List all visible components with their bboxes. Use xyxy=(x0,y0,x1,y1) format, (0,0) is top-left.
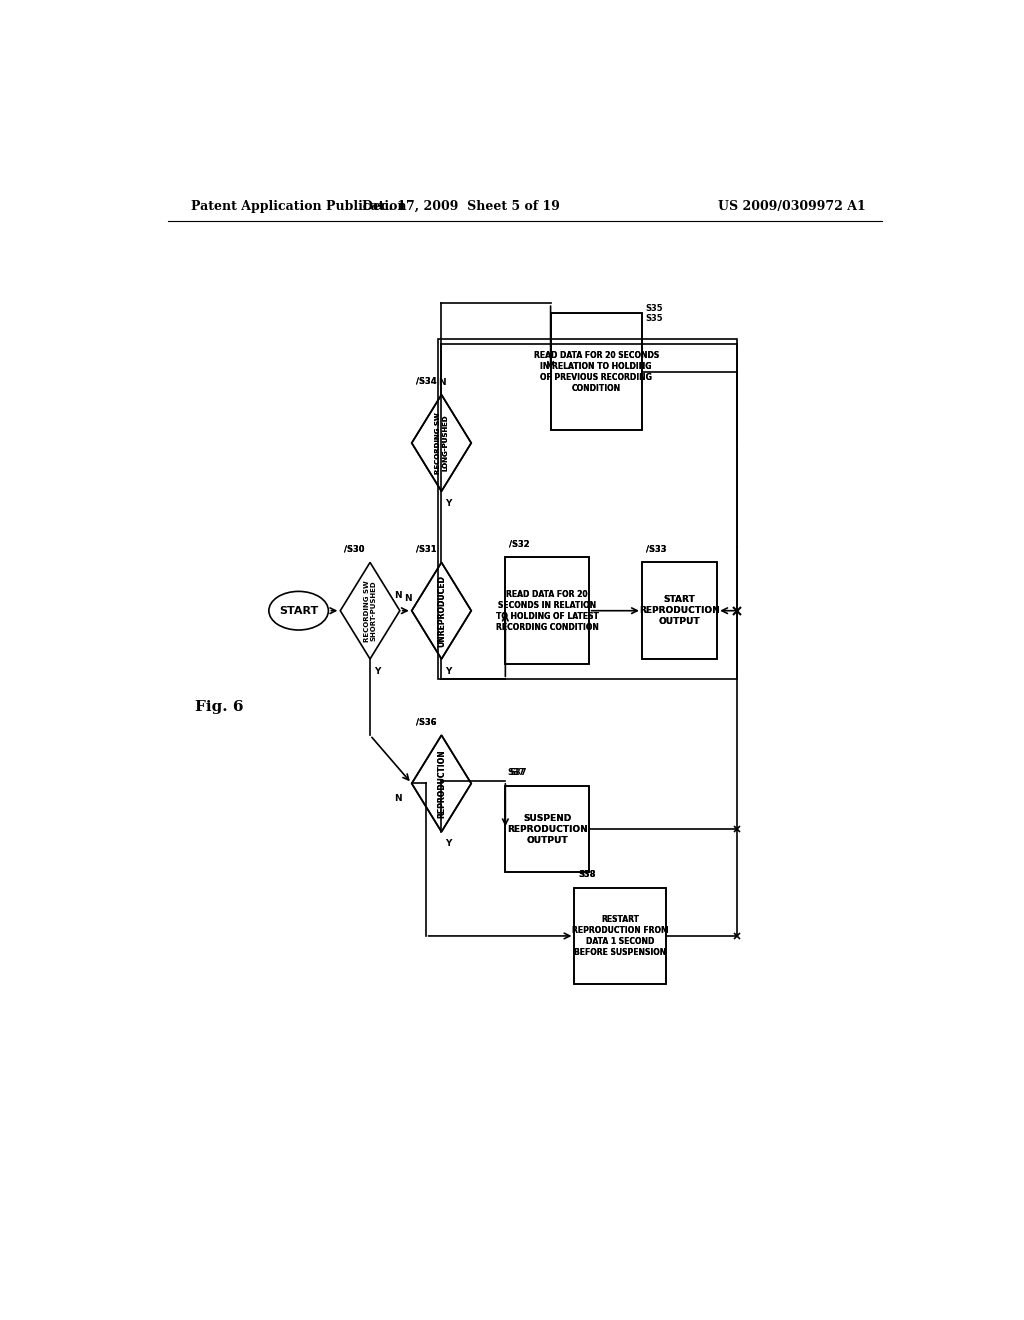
Text: Y: Y xyxy=(374,667,380,676)
Text: Dec. 17, 2009  Sheet 5 of 19: Dec. 17, 2009 Sheet 5 of 19 xyxy=(362,199,560,213)
Text: UNREPRODUCED: UNREPRODUCED xyxy=(437,574,446,647)
Text: REPRODUCTION: REPRODUCTION xyxy=(437,750,446,818)
Text: REPRODUCTION: REPRODUCTION xyxy=(437,750,446,818)
Text: Y: Y xyxy=(445,499,452,508)
Text: /S33: /S33 xyxy=(646,545,667,553)
Bar xyxy=(506,785,589,873)
Text: RECORDING SW
LONG-PUSHED: RECORDING SW LONG-PUSHED xyxy=(435,412,447,474)
Text: /S30: /S30 xyxy=(344,545,365,553)
Bar xyxy=(642,562,717,659)
Bar xyxy=(574,887,666,985)
Text: N: N xyxy=(437,378,445,387)
Text: N: N xyxy=(403,594,412,603)
Text: /S36: /S36 xyxy=(416,718,436,726)
Text: S37: S37 xyxy=(509,768,526,777)
Text: N: N xyxy=(394,795,402,804)
Bar xyxy=(506,557,589,664)
Text: /S34: /S34 xyxy=(416,378,436,385)
Bar xyxy=(551,313,642,430)
Text: RECORDING SW
LONG-PUSHED: RECORDING SW LONG-PUSHED xyxy=(435,412,447,474)
Bar xyxy=(642,562,717,659)
Text: SUSPEND
REPRODUCTION
OUTPUT: SUSPEND REPRODUCTION OUTPUT xyxy=(507,813,588,845)
Text: START
REPRODUCTION
OUTPUT: START REPRODUCTION OUTPUT xyxy=(639,595,720,626)
Text: S38: S38 xyxy=(579,870,596,879)
Bar xyxy=(551,313,642,430)
Text: /S31: /S31 xyxy=(416,545,436,553)
Text: US 2009/0309972 A1: US 2009/0309972 A1 xyxy=(718,199,866,213)
Text: S38: S38 xyxy=(579,870,596,879)
Text: /S32: /S32 xyxy=(509,540,530,549)
Text: READ DATA FOR 20
SECONDS IN RELATION
TO HOLDING OF LATEST
RECORDING CONDITION: READ DATA FOR 20 SECONDS IN RELATION TO … xyxy=(496,590,598,632)
Text: Patent Application Publication: Patent Application Publication xyxy=(191,199,407,213)
Text: Y: Y xyxy=(445,667,452,676)
Text: READ DATA FOR 20 SECONDS
IN RELATION TO HOLDING
OF PREVIOUS RECORDING
CONDITION: READ DATA FOR 20 SECONDS IN RELATION TO … xyxy=(534,351,658,393)
Text: S35: S35 xyxy=(646,304,664,313)
Text: UNREPRODUCED: UNREPRODUCED xyxy=(437,574,446,647)
Bar xyxy=(437,339,737,680)
Text: RESTART
REPRODUCTION FROM
DATA 1 SECOND
BEFORE SUSPENSION: RESTART REPRODUCTION FROM DATA 1 SECOND … xyxy=(571,915,669,957)
Text: /S33: /S33 xyxy=(646,545,667,553)
Text: READ DATA FOR 20
SECONDS IN RELATION
TO HOLDING OF LATEST
RECORDING CONDITION: READ DATA FOR 20 SECONDS IN RELATION TO … xyxy=(496,590,598,632)
Text: /S36: /S36 xyxy=(416,718,436,726)
Text: Y: Y xyxy=(445,840,452,849)
Text: START
REPRODUCTION
OUTPUT: START REPRODUCTION OUTPUT xyxy=(639,595,720,626)
Text: RECORDING SW
SHORT-PUSHED: RECORDING SW SHORT-PUSHED xyxy=(364,579,377,642)
Text: /S32: /S32 xyxy=(509,540,530,549)
Text: S37: S37 xyxy=(507,768,524,777)
Text: READ DATA FOR 20 SECONDS
IN RELATION TO HOLDING
OF PREVIOUS RECORDING
CONDITION: READ DATA FOR 20 SECONDS IN RELATION TO … xyxy=(534,351,658,393)
Text: Fig. 6: Fig. 6 xyxy=(196,700,244,714)
Text: /S30: /S30 xyxy=(344,545,365,553)
Bar xyxy=(574,887,666,985)
Text: N: N xyxy=(394,591,401,601)
Bar xyxy=(506,557,589,664)
Text: SUSPEND
REPRODUCTION
OUTPUT: SUSPEND REPRODUCTION OUTPUT xyxy=(507,813,588,845)
Text: RESTART
REPRODUCTION FROM
DATA 1 SECOND
BEFORE SUSPENSION: RESTART REPRODUCTION FROM DATA 1 SECOND … xyxy=(571,915,669,957)
Text: /S34: /S34 xyxy=(416,378,436,385)
Text: START: START xyxy=(279,606,318,615)
Text: /S31: /S31 xyxy=(416,545,436,553)
Bar xyxy=(506,785,589,873)
Text: S35: S35 xyxy=(646,314,664,323)
